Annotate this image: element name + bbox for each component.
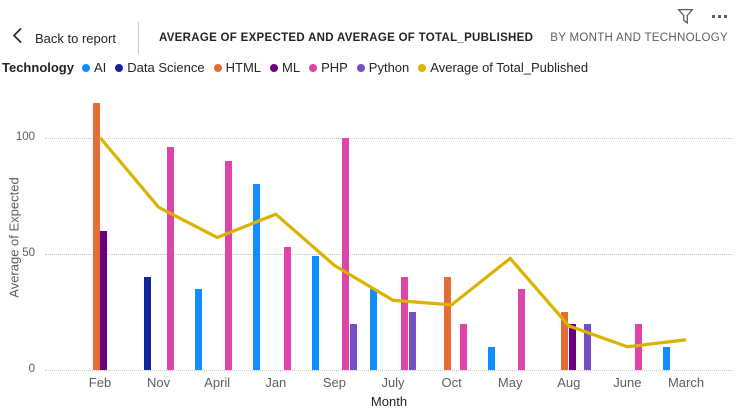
bar-ai-may[interactable]	[487, 346, 495, 370]
x-axis-label-aug: Aug	[557, 375, 581, 390]
visual-subtitle: BY MONTH AND TECHNOLOGY	[550, 32, 728, 44]
bar-ai-july[interactable]	[370, 288, 378, 370]
bar-php-oct[interactable]	[459, 323, 467, 370]
bar-php-april[interactable]	[225, 160, 233, 370]
bar-html-oct[interactable]	[444, 277, 452, 370]
legend-swatch	[81, 63, 90, 72]
legend-items: AI Data Science HTML ML PHP Python Average of …	[81, 60, 597, 75]
bar-python-aug[interactable]	[584, 323, 592, 370]
legend-item-python[interactable]: Python	[356, 60, 410, 75]
legend-label: HTML	[225, 60, 261, 75]
bar-ai-march[interactable]	[663, 346, 671, 370]
legend-item-html[interactable]: HTML	[213, 60, 261, 75]
x-axis-label-jan: Jan	[265, 375, 287, 390]
legend-title: Technology	[2, 60, 74, 75]
x-axis-label-may: May	[497, 375, 523, 390]
y-tick-label: 100	[15, 130, 35, 143]
bar-php-may[interactable]	[518, 288, 526, 370]
legend-label: AI	[93, 60, 107, 75]
legend-swatch	[418, 63, 427, 72]
gridline-y-0	[45, 370, 733, 371]
back-to-report-button[interactable]: Back to report	[0, 27, 116, 49]
bar-ml-feb[interactable]	[100, 230, 108, 370]
x-axis-label-feb: Feb	[88, 375, 112, 390]
bar-ai-sep[interactable]	[311, 256, 319, 370]
visual-header-toolbar	[673, 4, 731, 28]
legend-swatch	[309, 63, 318, 72]
x-axis-label-sep: Sep	[322, 375, 346, 390]
x-axis-label-nov: Nov	[147, 375, 171, 390]
legend-item-php[interactable]: PHP	[309, 60, 348, 75]
legend-label: Python	[368, 60, 410, 75]
legend-label: Data Science	[127, 60, 205, 75]
back-chevron-icon	[12, 27, 23, 49]
bar-ml-aug[interactable]	[569, 323, 577, 370]
legend-swatch	[356, 63, 365, 72]
bar-php-sep[interactable]	[342, 137, 350, 370]
gridline-y-100	[45, 137, 733, 139]
bar-ai-jan[interactable]	[253, 184, 261, 370]
gridline-y-50	[45, 253, 733, 255]
x-axis-label-april: April	[204, 375, 231, 390]
x-axis-label-oct: Oct	[441, 375, 462, 390]
y-axis-title: Average of Expected	[6, 177, 22, 298]
bar-php-jan[interactable]	[283, 246, 291, 370]
legend-item-data-science[interactable]: Data Science	[115, 60, 205, 75]
bar-php-nov[interactable]	[166, 146, 174, 370]
bar-python-sep[interactable]	[350, 323, 358, 370]
legend-label: ML	[282, 60, 301, 75]
legend-swatch	[115, 63, 124, 72]
bar-html-aug[interactable]	[561, 311, 569, 370]
legend-label: PHP	[321, 60, 348, 75]
x-axis-label-march: March	[667, 375, 705, 390]
legend-swatch	[213, 63, 222, 72]
line-average-of-total-published[interactable]	[98, 136, 687, 349]
back-to-report-label: Back to report	[35, 30, 116, 46]
legend-item-ai[interactable]: AI	[81, 60, 107, 75]
y-tick-label: 0	[28, 363, 35, 375]
bar-data-science-nov[interactable]	[143, 277, 151, 370]
legend-item-ml[interactable]: ML	[270, 60, 300, 75]
bar-python-july[interactable]	[408, 311, 416, 370]
x-axis-label-july: July	[381, 375, 405, 390]
bar-ai-april[interactable]	[194, 288, 202, 370]
x-axis-label-june: June	[613, 375, 642, 390]
legend-label: Average of Total_Published	[430, 60, 589, 75]
focus-mode-header: Back to report AVERAGE OF EXPECTED AND A…	[0, 20, 737, 56]
bar-html-feb[interactable]	[92, 102, 100, 370]
legend-swatch	[270, 63, 278, 72]
visual-title: AVERAGE OF EXPECTED AND AVERAGE OF TOTAL…	[158, 32, 534, 44]
filter-funnel-icon[interactable]	[673, 4, 697, 28]
legend-item-average-of-total-published[interactable]: Average of Total_Published	[418, 60, 588, 75]
chart-legend: Technology AI Data Science HTML ML PHP Python…	[2, 60, 597, 75]
header-divider	[137, 22, 139, 54]
x-axis-title: Month	[370, 394, 408, 409]
y-tick-label: 50	[22, 246, 35, 259]
bar-php-july[interactable]	[401, 277, 408, 370]
more-options-icon[interactable]	[707, 4, 731, 28]
